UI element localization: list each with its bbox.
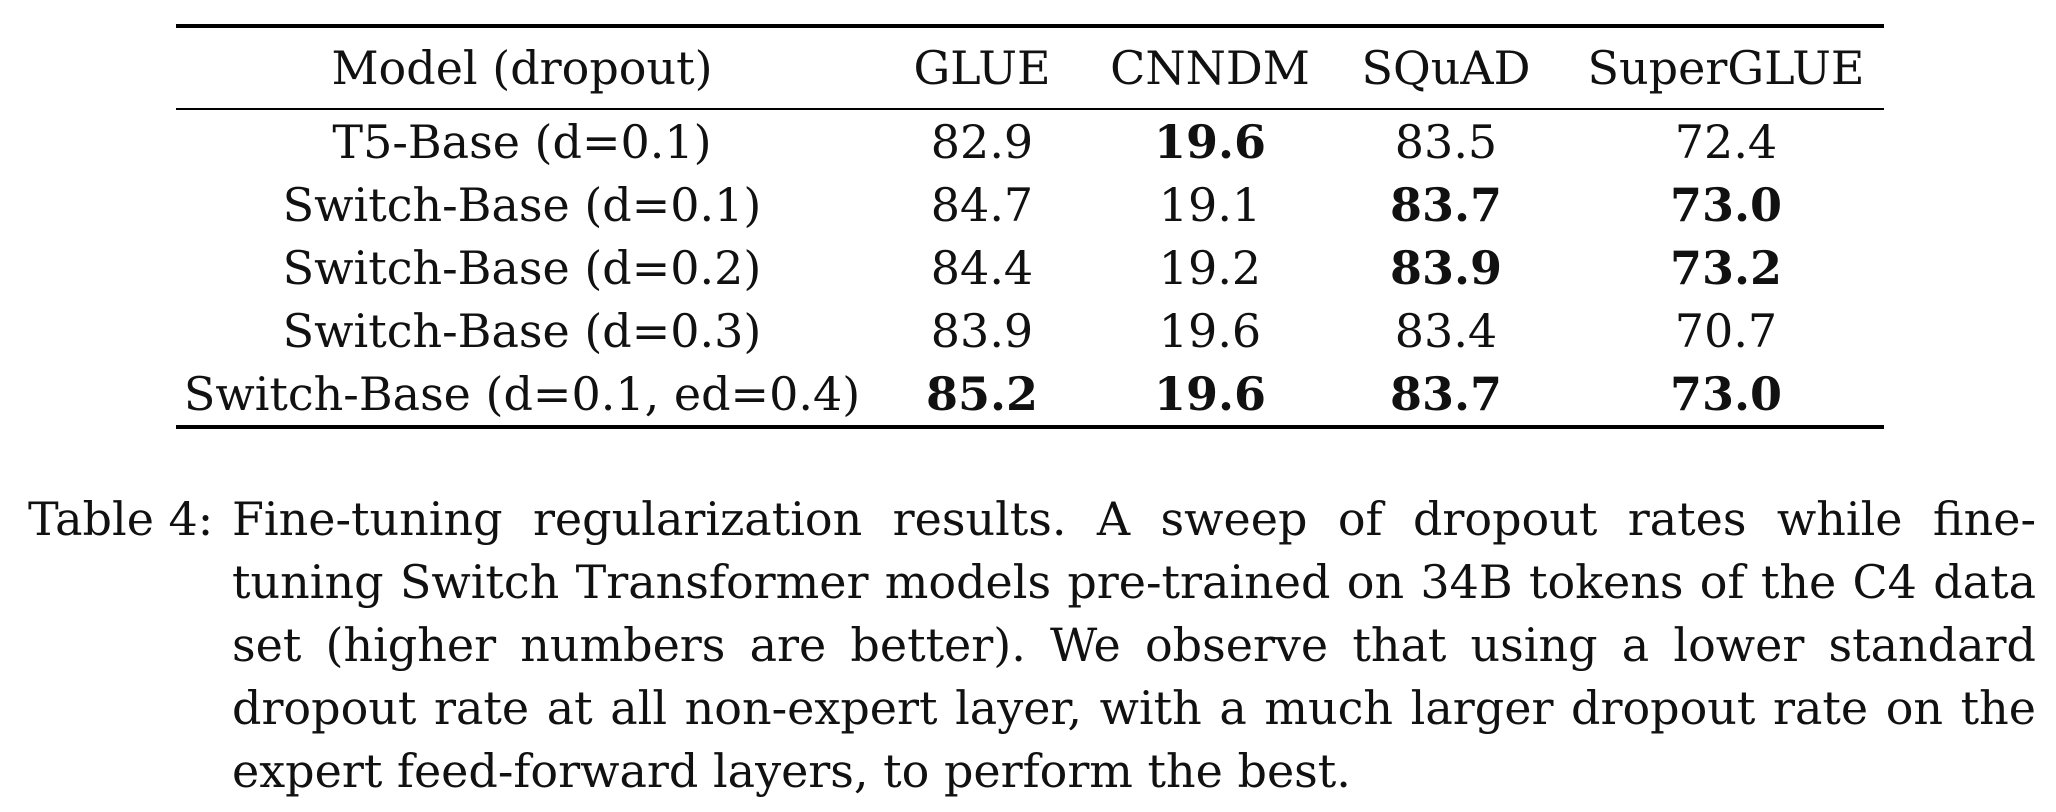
table-body: T5-Base (d=0.1) 82.9 19.6 83.5 72.4 Swit… bbox=[176, 109, 1884, 429]
table-row: Switch-Base (d=0.3) 83.9 19.6 83.4 70.7 bbox=[176, 299, 1884, 362]
results-table-container: Model (dropout) GLUE CNNDM SQuAD SuperGL… bbox=[176, 24, 1884, 429]
cell-glue: 84.7 bbox=[930, 177, 1034, 232]
header-row: Model (dropout) GLUE CNNDM SQuAD SuperGL… bbox=[176, 24, 1884, 110]
cell-squad: 83.5 bbox=[1394, 114, 1498, 169]
cell-superglue: 73.0 bbox=[1568, 362, 1884, 429]
table-header: Model (dropout) GLUE CNNDM SQuAD SuperGL… bbox=[176, 24, 1884, 110]
results-table: Model (dropout) GLUE CNNDM SQuAD SuperGL… bbox=[176, 24, 1884, 429]
cell-squad: 83.7 bbox=[1389, 177, 1503, 232]
table-row: Switch-Base (d=0.1, ed=0.4) 85.2 19.6 83… bbox=[176, 362, 1884, 429]
cell-cnndm: 19.2 bbox=[1158, 240, 1262, 295]
table-row: Switch-Base (d=0.2) 84.4 19.2 83.9 73.2 bbox=[176, 236, 1884, 299]
cell-glue: 85.2 bbox=[868, 362, 1096, 429]
header-squad: SQuAD bbox=[1324, 24, 1568, 110]
cell-cnndm: 19.6 bbox=[1158, 303, 1262, 358]
cell-squad: 83.7 bbox=[1324, 362, 1568, 429]
table-row: T5-Base (d=0.1) 82.9 19.6 83.5 72.4 bbox=[176, 109, 1884, 173]
cell-model: Switch-Base (d=0.3) bbox=[282, 303, 762, 358]
cell-model: Switch-Base (d=0.1) bbox=[282, 177, 762, 232]
caption-label: Table 4: bbox=[28, 492, 214, 546]
header-cnndm: CNNDM bbox=[1096, 24, 1324, 110]
caption-text: Fine-tuning regularization results. A sw… bbox=[232, 492, 2036, 798]
cell-superglue: 72.4 bbox=[1674, 114, 1778, 169]
cell-glue: 83.9 bbox=[930, 303, 1034, 358]
cell-glue: 82.9 bbox=[930, 114, 1034, 169]
cell-cnndm: 19.6 bbox=[1153, 114, 1267, 169]
table-caption: Table 4: Fine-tuning regularization resu… bbox=[28, 488, 2036, 803]
cell-superglue: 73.2 bbox=[1669, 240, 1783, 295]
header-model: Model (dropout) bbox=[176, 24, 868, 110]
header-glue: GLUE bbox=[868, 24, 1096, 110]
table-row: Switch-Base (d=0.1) 84.7 19.1 83.7 73.0 bbox=[176, 173, 1884, 236]
cell-cnndm: 19.1 bbox=[1158, 177, 1262, 232]
cell-cnndm: 19.6 bbox=[1096, 362, 1324, 429]
cell-squad: 83.9 bbox=[1389, 240, 1503, 295]
header-superglue: SuperGLUE bbox=[1568, 24, 1884, 110]
cell-model: T5-Base (d=0.1) bbox=[332, 114, 712, 169]
cell-superglue: 70.7 bbox=[1674, 303, 1778, 358]
cell-model: Switch-Base (d=0.1, ed=0.4) bbox=[176, 362, 868, 429]
cell-model: Switch-Base (d=0.2) bbox=[282, 240, 762, 295]
cell-superglue: 73.0 bbox=[1669, 177, 1783, 232]
cell-glue: 84.4 bbox=[930, 240, 1034, 295]
cell-squad: 83.4 bbox=[1394, 303, 1498, 358]
